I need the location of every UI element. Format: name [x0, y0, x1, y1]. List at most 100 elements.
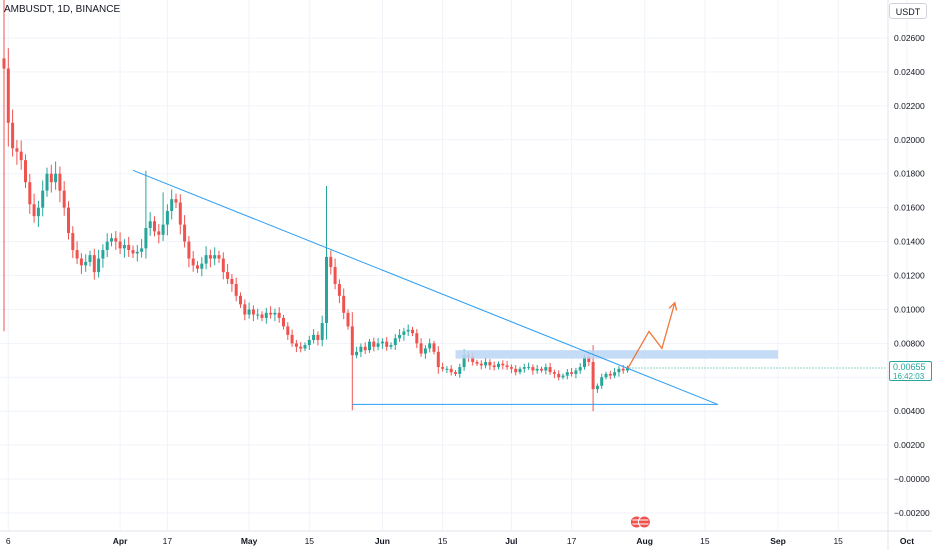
candle-body — [415, 333, 419, 344]
candle-body — [217, 255, 221, 259]
candle-body — [79, 258, 83, 266]
candle — [432, 340, 436, 355]
candle — [54, 161, 58, 190]
candle-body — [578, 367, 582, 371]
candle — [32, 193, 36, 223]
candle-body — [243, 304, 247, 315]
candle — [316, 331, 320, 346]
candle-body — [544, 367, 548, 371]
y-tick-label: −0.00200 — [894, 508, 930, 518]
candle — [290, 329, 294, 347]
y-tick-label: 0.02600 — [894, 33, 925, 43]
candle-body — [178, 202, 182, 225]
candle-body — [389, 345, 393, 347]
candle — [204, 246, 208, 270]
candle-body — [561, 375, 565, 378]
candle — [320, 315, 324, 347]
candle — [92, 248, 96, 280]
candle-body — [174, 199, 178, 203]
candle-body — [527, 367, 531, 369]
candle — [67, 201, 70, 240]
candle — [561, 373, 565, 380]
candle-body — [329, 256, 333, 268]
candle-body — [88, 255, 92, 262]
candle-body — [509, 367, 513, 369]
candle-body — [380, 341, 384, 344]
candle-body — [170, 199, 174, 212]
candle — [329, 250, 333, 275]
candle-body — [256, 314, 260, 316]
drawings-layer[interactable] — [132, 169, 888, 529]
candle-body — [368, 341, 371, 351]
candle-body — [492, 365, 496, 368]
candle — [71, 226, 75, 259]
candle-body — [191, 258, 195, 266]
candle — [183, 215, 187, 248]
candle-body — [294, 343, 298, 347]
candle — [312, 329, 316, 344]
candle-body — [595, 385, 599, 390]
candle-body — [200, 263, 204, 269]
candle — [359, 343, 363, 358]
candle — [230, 274, 234, 292]
candle-body — [131, 250, 135, 254]
candle — [58, 166, 62, 203]
candle-body — [617, 368, 621, 373]
candle — [600, 373, 604, 389]
x-tick-label: Oct — [900, 536, 914, 546]
candle — [213, 247, 217, 266]
candle-body — [479, 363, 483, 366]
candle — [79, 253, 83, 274]
currency-badge[interactable]: USDT — [889, 3, 927, 19]
candle — [531, 364, 535, 375]
candle — [243, 299, 247, 321]
candle — [62, 181, 66, 216]
candle — [626, 365, 629, 373]
candle-body — [325, 256, 328, 323]
y-tick-label: 0.02400 — [894, 67, 925, 77]
candle-body — [531, 367, 535, 371]
candle — [505, 360, 509, 370]
bar-countdown: 16:42:03 — [893, 371, 925, 381]
symbol-title[interactable]: AMBUSDT, 1D, BINANCE — [4, 4, 121, 15]
candle-body — [213, 255, 217, 259]
candle — [75, 241, 79, 265]
candle-body — [67, 207, 70, 234]
economic-event-icon — [629, 515, 651, 529]
candle — [613, 367, 617, 379]
candle-body — [187, 241, 191, 259]
candle-body — [148, 221, 152, 228]
y-tick-label: 0.01600 — [894, 203, 925, 213]
resistance-zone — [455, 350, 778, 359]
candle-body — [36, 207, 40, 217]
candle — [342, 288, 346, 320]
candle-body — [19, 151, 23, 161]
x-tick-label: May — [241, 536, 258, 546]
candle-body — [11, 122, 15, 149]
x-tick-label: 6 — [6, 536, 11, 546]
candle-body — [376, 343, 380, 347]
candle — [282, 314, 285, 330]
candle — [449, 365, 453, 376]
candle-body — [411, 329, 414, 334]
candle-body — [28, 182, 32, 205]
candle-body — [114, 238, 118, 242]
candle — [101, 244, 105, 268]
candle-body — [522, 367, 526, 369]
breakout-projection — [626, 302, 676, 370]
candle-body — [260, 314, 264, 318]
candle — [492, 361, 496, 371]
candle — [251, 305, 255, 322]
candle-body — [234, 283, 238, 296]
candle-body — [458, 367, 462, 374]
candle — [114, 231, 118, 250]
candle — [514, 365, 518, 376]
candle-body — [24, 160, 27, 183]
candle — [36, 200, 40, 227]
candle — [423, 345, 427, 359]
candle — [535, 364, 539, 374]
candle — [428, 338, 432, 353]
candle-body — [548, 367, 552, 373]
